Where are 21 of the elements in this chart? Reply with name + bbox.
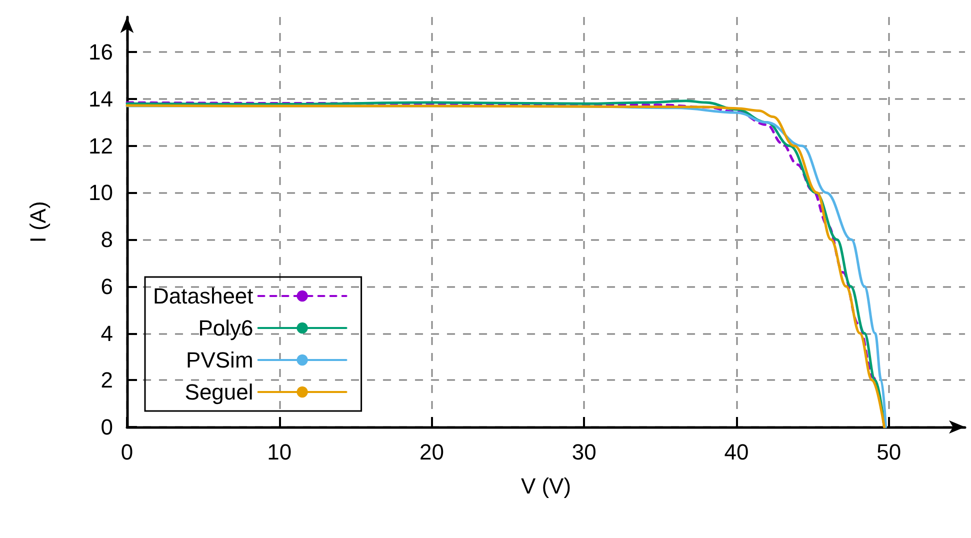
x-tick-label: 0 [120, 440, 134, 464]
y-tick-label: 8 [100, 227, 113, 252]
x-tick-label: 10 [267, 440, 292, 464]
legend-label: Seguel [184, 380, 254, 404]
x-tick-label: 30 [572, 440, 596, 464]
legend-label: Poly6 [198, 316, 254, 340]
legend-label: PVSim [186, 348, 254, 372]
y-tick-label: 16 [88, 40, 113, 65]
y-tick-label: 10 [88, 180, 113, 206]
y-tick-label: 2 [100, 368, 113, 393]
y-tick-label: 12 [88, 133, 113, 158]
y-tick-label: 6 [100, 274, 113, 299]
x-axis-title: V (V) [520, 474, 572, 498]
y-axis-title: I (A) [26, 201, 50, 243]
x-tick-label: 20 [419, 440, 444, 464]
x-tick-label: 50 [876, 440, 902, 464]
x-tick-label: 40 [724, 440, 749, 464]
y-tick-label: 4 [100, 320, 113, 346]
y-tick-label: 0 [100, 414, 113, 440]
y-tick-label: 14 [88, 86, 113, 112]
legend-label: Datasheet [152, 284, 254, 308]
